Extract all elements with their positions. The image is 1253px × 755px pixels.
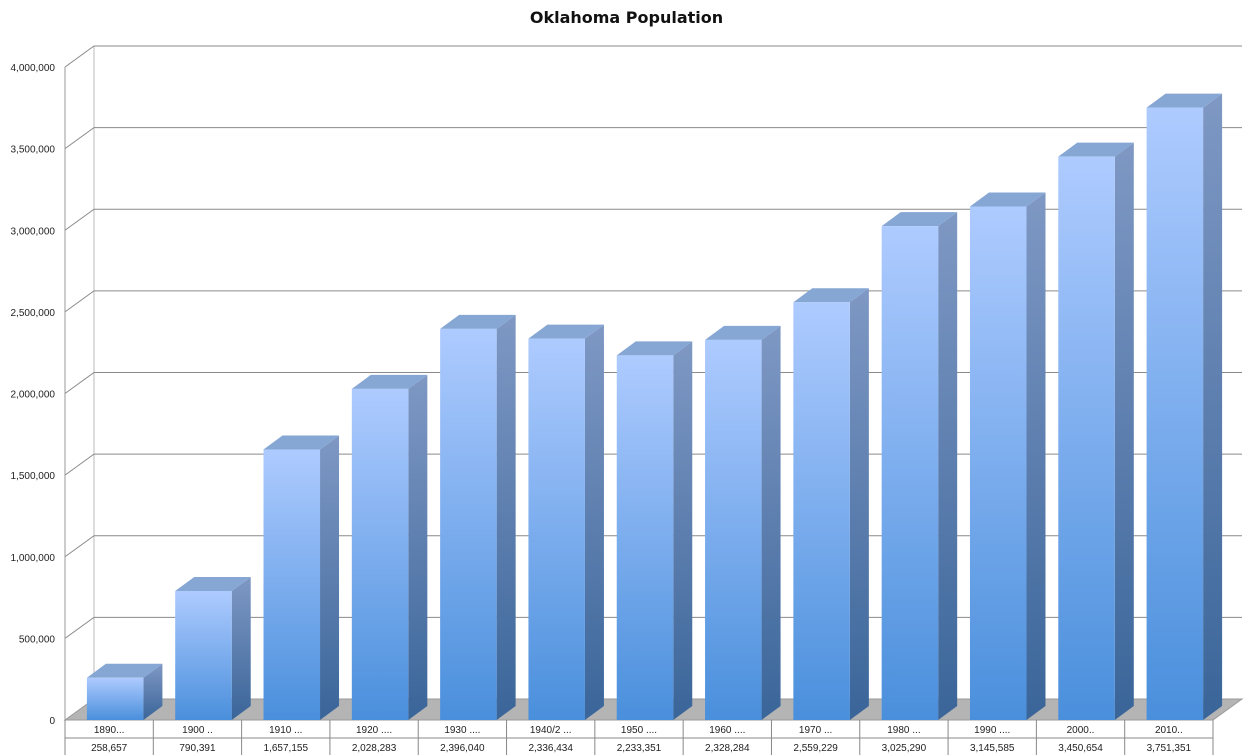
bar bbox=[881, 212, 958, 721]
y-tick-label: 0 bbox=[49, 716, 55, 727]
category-label: 1970 ... bbox=[799, 725, 832, 736]
y-tick-label: 1,000,000 bbox=[11, 553, 56, 564]
bar-front bbox=[175, 590, 232, 720]
value-label: 3,145,585 bbox=[970, 743, 1015, 754]
gridline bbox=[64, 127, 1242, 150]
data-table: 1890... 258,657 1900 .. 790,391 1910 ... 1,65… bbox=[64, 720, 1214, 755]
category-label: 1890... bbox=[94, 725, 125, 736]
bar-front bbox=[793, 302, 850, 720]
value-label: 3,025,290 bbox=[882, 743, 927, 754]
value-label: 790,391 bbox=[179, 743, 216, 754]
y-axis: 0 500,000 1,000,000 1,500,000 2,000,000 2,500… bbox=[11, 63, 66, 727]
value-label: 3,751,351 bbox=[1147, 743, 1192, 754]
bar bbox=[969, 192, 1046, 720]
value-label: 2,396,040 bbox=[440, 743, 485, 754]
bar bbox=[1146, 93, 1223, 721]
bar bbox=[528, 324, 604, 720]
category-label: 1920 .... bbox=[356, 725, 392, 736]
category-label: 1940/2 ... bbox=[530, 725, 572, 736]
y-tick-label: 2,000,000 bbox=[11, 390, 56, 401]
bar-front bbox=[969, 206, 1027, 720]
bar-top bbox=[881, 212, 958, 227]
bar-front bbox=[1146, 107, 1204, 721]
chart-title: Oklahoma Population bbox=[529, 8, 724, 27]
category-label: 1910 ... bbox=[269, 725, 302, 736]
value-label: 2,328,284 bbox=[705, 743, 750, 754]
bar-front bbox=[440, 328, 497, 720]
bar-front bbox=[705, 339, 762, 720]
bar-side bbox=[1026, 192, 1046, 720]
bar bbox=[263, 435, 340, 720]
bar bbox=[705, 325, 781, 720]
bar bbox=[793, 288, 869, 720]
bar-front bbox=[263, 449, 321, 720]
value-label: 2,028,283 bbox=[352, 743, 397, 754]
bar-side bbox=[143, 663, 163, 720]
bar-side bbox=[231, 576, 251, 720]
gridline bbox=[64, 208, 1242, 231]
y-tick-label: 2,500,000 bbox=[11, 308, 56, 319]
bar-front bbox=[616, 355, 674, 720]
category-label: 1990 .... bbox=[974, 725, 1010, 736]
bar-side bbox=[938, 212, 958, 721]
bars bbox=[86, 93, 1223, 721]
category-label: 2000.. bbox=[1067, 725, 1095, 736]
category-label: 2010.. bbox=[1155, 725, 1183, 736]
value-label: 2,559,229 bbox=[793, 743, 838, 754]
bar-front bbox=[351, 388, 409, 720]
bar bbox=[440, 314, 516, 720]
bar-top bbox=[616, 341, 693, 356]
bar-front bbox=[881, 226, 939, 721]
bar bbox=[1058, 142, 1134, 721]
bar bbox=[175, 576, 251, 720]
bar-top bbox=[440, 314, 516, 329]
gridline bbox=[64, 45, 1242, 68]
bar-side bbox=[1114, 142, 1134, 721]
bar-top bbox=[351, 374, 428, 389]
category-label: 1960 .... bbox=[709, 725, 745, 736]
value-label: 258,657 bbox=[91, 743, 128, 754]
y-tick-label: 500,000 bbox=[19, 634, 56, 645]
value-label: 1,657,155 bbox=[264, 743, 309, 754]
bar-side bbox=[849, 288, 869, 720]
y-tick-label: 3,500,000 bbox=[11, 145, 56, 156]
bar bbox=[86, 663, 163, 720]
bar-side bbox=[673, 341, 693, 720]
bar-top bbox=[86, 663, 163, 678]
bar-top bbox=[793, 288, 869, 303]
y-tick-label: 4,000,000 bbox=[11, 63, 56, 74]
bar-top bbox=[1058, 142, 1134, 157]
bar-top bbox=[705, 325, 781, 340]
bar-side bbox=[761, 325, 781, 720]
category-label: 1930 .... bbox=[444, 725, 480, 736]
bar-top bbox=[528, 324, 604, 339]
bar-side bbox=[1203, 93, 1223, 721]
value-label: 3,450,654 bbox=[1058, 743, 1103, 754]
category-label: 1980 ... bbox=[887, 725, 920, 736]
bar-top bbox=[175, 576, 251, 591]
bar-side bbox=[496, 314, 516, 720]
bar bbox=[351, 374, 428, 720]
bar-top bbox=[1146, 93, 1223, 108]
y-tick-label: 3,000,000 bbox=[11, 226, 56, 237]
y-tick-label: 1,500,000 bbox=[11, 471, 56, 482]
value-label: 2,233,351 bbox=[617, 743, 662, 754]
bar-front bbox=[1058, 156, 1115, 721]
bar-front bbox=[86, 677, 144, 720]
bar-side bbox=[408, 374, 428, 720]
bar-side bbox=[584, 324, 604, 720]
bar-side bbox=[320, 435, 340, 720]
value-label: 2,336,434 bbox=[528, 743, 573, 754]
category-label: 1900 .. bbox=[182, 725, 213, 736]
bar bbox=[616, 341, 693, 720]
bar-top bbox=[263, 435, 340, 450]
bar-top bbox=[969, 192, 1046, 207]
bar-front bbox=[528, 338, 585, 720]
category-label: 1950 .... bbox=[621, 725, 657, 736]
